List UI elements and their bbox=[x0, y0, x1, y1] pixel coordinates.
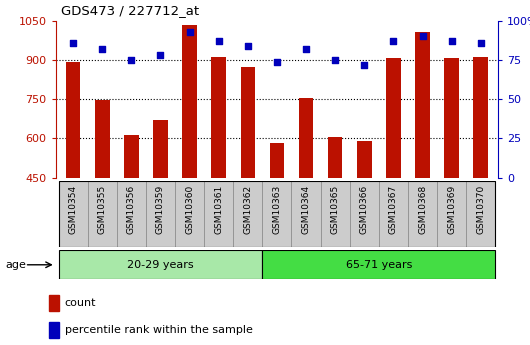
Point bbox=[244, 43, 252, 49]
Bar bbox=[117, 181, 146, 247]
Bar bbox=[66, 62, 81, 295]
Bar bbox=[211, 57, 226, 295]
Bar bbox=[49, 322, 59, 338]
Bar bbox=[153, 120, 167, 295]
Bar bbox=[473, 57, 488, 295]
Bar bbox=[328, 137, 342, 295]
Bar bbox=[379, 181, 408, 247]
Point bbox=[476, 40, 485, 46]
Bar bbox=[357, 140, 372, 295]
Point bbox=[418, 34, 427, 39]
Point bbox=[127, 57, 136, 63]
Point bbox=[389, 38, 398, 44]
Point bbox=[98, 46, 107, 52]
Point bbox=[360, 62, 368, 67]
Text: 65-71 years: 65-71 years bbox=[346, 260, 412, 270]
Bar bbox=[87, 181, 117, 247]
Text: GSM10367: GSM10367 bbox=[389, 184, 398, 234]
Text: GSM10369: GSM10369 bbox=[447, 184, 456, 234]
Bar bbox=[350, 181, 379, 247]
Bar bbox=[95, 100, 110, 295]
Text: age: age bbox=[5, 260, 26, 270]
Text: percentile rank within the sample: percentile rank within the sample bbox=[65, 325, 252, 335]
Bar bbox=[58, 181, 87, 247]
Bar bbox=[146, 181, 175, 247]
Bar bbox=[58, 250, 262, 279]
Text: GSM10368: GSM10368 bbox=[418, 184, 427, 234]
Bar bbox=[292, 181, 321, 247]
Point bbox=[302, 46, 310, 52]
Bar bbox=[466, 181, 496, 247]
Bar bbox=[204, 181, 233, 247]
Bar bbox=[270, 143, 284, 295]
Point bbox=[331, 57, 339, 63]
Text: GSM10365: GSM10365 bbox=[331, 184, 340, 234]
Text: 20-29 years: 20-29 years bbox=[127, 260, 194, 270]
Text: GSM10354: GSM10354 bbox=[68, 184, 77, 234]
Bar bbox=[49, 295, 59, 311]
Point bbox=[215, 38, 223, 44]
Bar bbox=[175, 181, 204, 247]
Text: GSM10363: GSM10363 bbox=[272, 184, 281, 234]
Text: GSM10362: GSM10362 bbox=[243, 184, 252, 234]
Bar bbox=[262, 250, 496, 279]
Text: GSM10370: GSM10370 bbox=[476, 184, 485, 234]
Text: GSM10360: GSM10360 bbox=[185, 184, 194, 234]
Text: GSM10366: GSM10366 bbox=[360, 184, 369, 234]
Bar bbox=[321, 181, 350, 247]
Bar bbox=[262, 181, 292, 247]
Bar bbox=[299, 98, 313, 295]
Text: GSM10359: GSM10359 bbox=[156, 184, 165, 234]
Text: GSM10356: GSM10356 bbox=[127, 184, 136, 234]
Point bbox=[156, 52, 165, 58]
Text: count: count bbox=[65, 298, 96, 308]
Point bbox=[69, 40, 77, 46]
Bar bbox=[241, 67, 255, 295]
Bar bbox=[437, 181, 466, 247]
Bar bbox=[408, 181, 437, 247]
Bar bbox=[233, 181, 262, 247]
Bar bbox=[182, 24, 197, 295]
Bar bbox=[415, 32, 430, 295]
Text: GDS473 / 227712_at: GDS473 / 227712_at bbox=[61, 4, 199, 17]
Point bbox=[273, 59, 281, 64]
Text: GSM10364: GSM10364 bbox=[302, 184, 311, 234]
Text: GSM10361: GSM10361 bbox=[214, 184, 223, 234]
Bar bbox=[444, 58, 459, 295]
Text: GSM10355: GSM10355 bbox=[98, 184, 107, 234]
Bar bbox=[386, 58, 401, 295]
Point bbox=[447, 38, 456, 44]
Point bbox=[186, 29, 194, 34]
Bar bbox=[124, 135, 139, 295]
